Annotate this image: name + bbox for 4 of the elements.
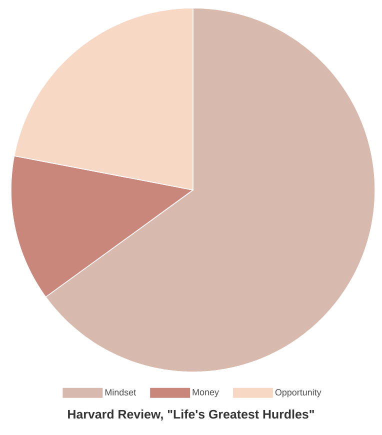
legend-label: Money [192,389,219,398]
slice-label: Mindset [105,388,136,396]
text: Harvard Review, "Life's Greatest Hurdles" [68,410,314,420]
legend-label: Opportunity [275,388,322,398]
